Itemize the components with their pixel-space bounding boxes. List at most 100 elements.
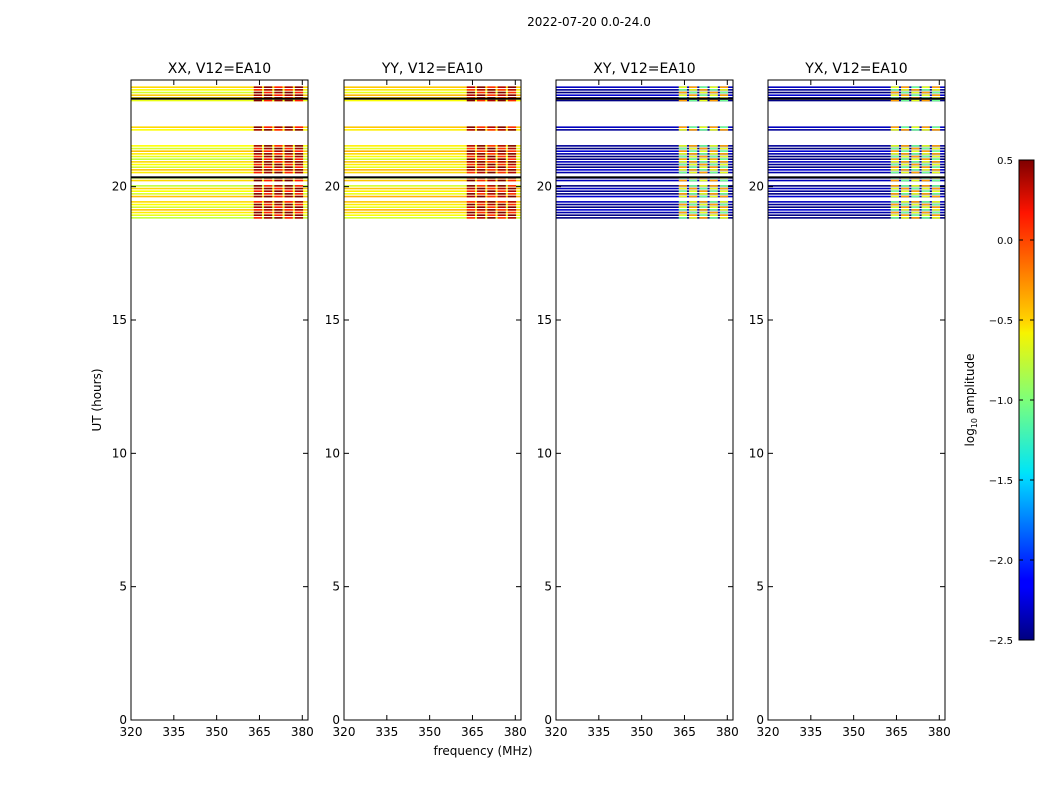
data-cell <box>294 190 304 192</box>
data-row <box>768 89 945 91</box>
panel-4: YX, V12=EA10 320 335 350 365 380 0 5 10 15 20 <box>749 61 951 739</box>
y-tick-label: 5 <box>544 580 552 594</box>
data-cell <box>890 161 899 163</box>
data-cell <box>294 201 304 203</box>
data-cell <box>487 147 496 150</box>
data-row <box>556 169 733 171</box>
data-cell <box>497 91 506 94</box>
data-cell <box>901 217 910 219</box>
data-cell <box>678 129 687 131</box>
y-tick-label: 10 <box>749 446 764 460</box>
data-cell <box>699 171 708 174</box>
data-cell <box>294 89 304 91</box>
data-cell <box>678 161 687 163</box>
data-row <box>768 201 945 203</box>
data-cell <box>709 195 718 198</box>
data-cell <box>699 169 708 171</box>
data-row <box>131 129 308 131</box>
data-cell <box>890 179 899 182</box>
y-tick-label: 15 <box>325 313 340 327</box>
data-cell <box>678 169 687 171</box>
plot-area <box>131 80 308 720</box>
data-cell <box>719 201 729 203</box>
data-cell <box>911 190 920 192</box>
data-cell <box>284 158 293 160</box>
data-cell <box>689 203 698 206</box>
data-cell <box>719 211 729 214</box>
data-cell <box>264 203 273 206</box>
data-cell <box>274 163 283 166</box>
data-cell <box>264 193 273 195</box>
data-cell <box>274 171 283 174</box>
colorbar-tick-label: −2.5 <box>989 636 1013 647</box>
data-row <box>556 195 733 198</box>
data-cell <box>274 126 283 128</box>
data-cell <box>709 171 718 174</box>
colorbar-tick-label: −0.5 <box>989 316 1013 327</box>
data-row <box>131 179 308 182</box>
data-cell <box>931 166 941 168</box>
data-cell <box>253 86 262 88</box>
data-row <box>131 217 308 219</box>
data-row <box>131 166 308 168</box>
data-cell <box>294 185 304 187</box>
data-cell <box>689 171 698 174</box>
data-row <box>768 190 945 192</box>
data-cell <box>689 211 698 214</box>
data-cell <box>264 185 273 187</box>
y-tick-label: 20 <box>112 180 127 194</box>
data-cell <box>477 211 486 214</box>
data-cell <box>487 190 496 192</box>
data-cell <box>931 155 941 158</box>
data-row <box>768 185 945 187</box>
data-row <box>344 187 521 190</box>
data-cell <box>497 203 506 206</box>
data-cell <box>678 158 687 160</box>
data-cell <box>253 155 262 158</box>
data-row <box>556 171 733 174</box>
data-cell <box>921 99 930 102</box>
data-cell <box>719 169 729 171</box>
data-cell <box>709 147 718 150</box>
data-cell <box>699 217 708 219</box>
data-cell <box>911 145 920 147</box>
data-row <box>768 99 945 102</box>
data-cell <box>253 187 262 190</box>
data-cell <box>678 171 687 174</box>
data-cell <box>253 166 262 168</box>
data-cell <box>294 147 304 150</box>
data-cell <box>284 147 293 150</box>
data-cell <box>719 179 729 182</box>
data-cell <box>678 86 687 88</box>
data-cell <box>699 150 708 152</box>
data-cell <box>890 129 899 131</box>
data-cell <box>274 94 283 96</box>
data-cell <box>911 155 920 158</box>
data-cell <box>921 145 930 147</box>
data-row <box>768 86 945 88</box>
x-tick-label: 350 <box>842 725 865 739</box>
data-cell <box>719 203 729 206</box>
colorbar-tick-label: −2.0 <box>989 556 1013 567</box>
data-cell <box>466 161 475 163</box>
data-row <box>556 155 733 158</box>
data-cell <box>294 195 304 198</box>
data-row <box>131 158 308 160</box>
data-cell <box>497 171 506 174</box>
data-cell <box>477 190 486 192</box>
data-cell <box>921 150 930 152</box>
data-cell <box>487 169 496 171</box>
data-cell <box>487 126 496 128</box>
data-cell <box>921 158 930 160</box>
data-cell <box>699 203 708 206</box>
data-row <box>768 214 945 216</box>
data-cell <box>477 94 486 96</box>
data-cell <box>678 126 687 128</box>
data-cell <box>284 163 293 166</box>
data-cell <box>274 201 283 203</box>
data-cell <box>709 158 718 160</box>
data-cell <box>284 145 293 147</box>
data-cell <box>921 206 930 208</box>
data-cell <box>294 99 304 102</box>
plot-area <box>556 80 733 720</box>
